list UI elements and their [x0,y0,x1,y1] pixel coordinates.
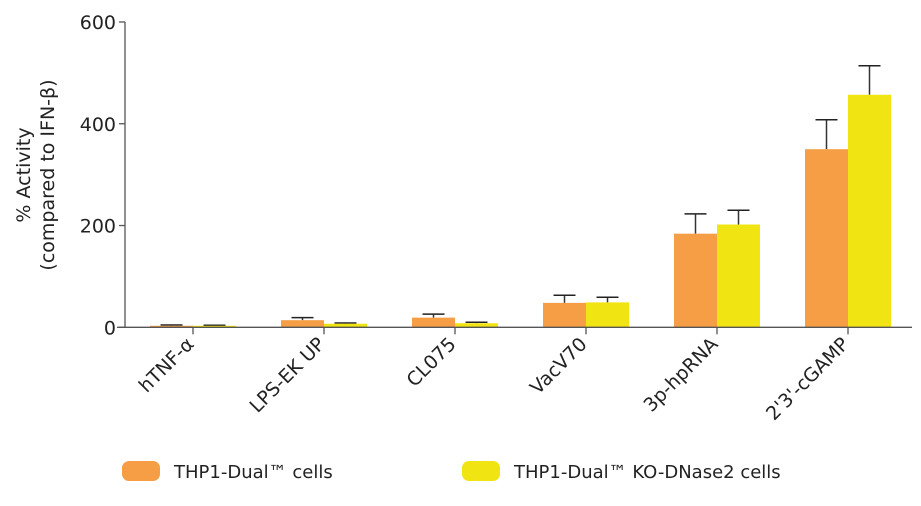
bar-2 [717,224,760,328]
legend-label-series-2: THP1-Dual™ KO-DNase2 cells [513,462,781,483]
bar-2 [193,325,236,328]
x-axis: hTNF-α LPS-EK UP CL075 VacV70 3p-hpRNA 2'3'-c… [117,326,912,425]
bar-1 [412,317,455,328]
bar-1 [543,302,586,328]
y-tick-label: 0 [104,317,116,339]
legend: THP1-Dual™ cells THP1-Dual™ KO-DNase2 ce… [122,461,781,483]
y-axis-label-line2: (compared to IFN-β) [37,79,59,270]
bar-2 [586,302,629,328]
y-tick-label: 600 [80,12,116,34]
bars [150,65,891,328]
bar-2 [455,323,498,328]
bar-1 [674,233,717,328]
x-tick-label: 3p-hpRNA [639,333,722,416]
x-tick-label: 2'3'-cGAMP [762,333,854,425]
x-tick-label: VacV70 [526,333,592,399]
x-tick-label: CL075 [402,333,460,391]
bar-1 [805,149,848,328]
y-axis: 0 200 400 600 [80,12,126,339]
legend-swatch-series-2 [462,461,500,481]
bar-2 [324,323,367,328]
bar-1 [281,320,324,328]
legend-swatch-series-1 [122,461,160,481]
x-tick-label: hTNF-α [135,333,199,397]
y-tick-label: 400 [80,114,116,136]
bar-2 [848,94,891,328]
bar-1 [150,325,193,328]
y-tick-label: 200 [80,216,116,238]
y-axis-label-line1: % Activity [13,127,35,222]
legend-label-series-1: THP1-Dual™ cells [173,462,333,483]
x-tick-label: LPS-EK UP [246,333,330,417]
